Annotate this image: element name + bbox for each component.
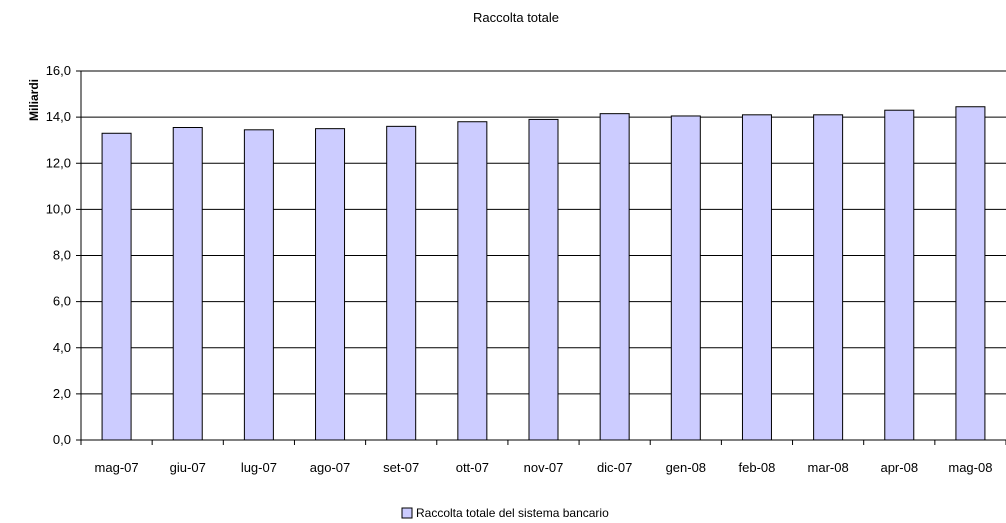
y-axis-ticks: 0,0 2,0 4,0 6,0 8,0 10,0 12,0 14,0 16,0 (46, 63, 81, 447)
bar-mag-07 (101, 132, 132, 441)
bar-mag-08 (955, 106, 986, 441)
x-tick-label: nov-07 (524, 460, 564, 475)
y-tick-label: 6,0 (53, 294, 71, 309)
bar-nov-07 (528, 118, 559, 441)
legend-swatch (401, 507, 413, 519)
bar-giu-07 (172, 127, 203, 441)
bar-apr-08 (884, 109, 915, 441)
bar-dic-07 (599, 113, 630, 441)
bar-lug-07 (243, 129, 274, 441)
y-axis-label: Miliardi (27, 79, 41, 121)
x-tick-label: set-07 (383, 460, 419, 475)
x-tick-label: gen-08 (666, 460, 706, 475)
axes (80, 71, 1006, 441)
bar-ago-07 (315, 128, 346, 441)
legend-label: Raccolta totale del sistema bancario (416, 506, 609, 520)
x-tick-label: giu-07 (170, 460, 206, 475)
y-tick-label: 8,0 (53, 248, 71, 263)
x-tick-label: mag-08 (948, 460, 992, 475)
bar-mar-08 (813, 114, 844, 441)
x-tick-label: mar-08 (808, 460, 849, 475)
y-tick-label: 2,0 (53, 386, 71, 401)
x-tick-label: feb-08 (739, 460, 776, 475)
bar-feb-08 (741, 114, 772, 441)
x-tick-label: ago-07 (310, 460, 350, 475)
x-tick-label: lug-07 (241, 460, 277, 475)
y-tick-label: 14,0 (46, 109, 71, 124)
y-tick-label: 16,0 (46, 63, 71, 78)
x-tick-label: ott-07 (456, 460, 489, 475)
y-tick-label: 10,0 (46, 201, 71, 216)
bar-set-07 (386, 125, 417, 441)
legend: Raccolta totale del sistema bancario (401, 506, 609, 520)
x-tick-label: mag-07 (95, 460, 139, 475)
y-tick-label: 12,0 (46, 155, 71, 170)
y-tick-label: 0,0 (53, 432, 71, 447)
bar-ott-07 (457, 121, 488, 441)
y-tick-label: 4,0 (53, 340, 71, 355)
x-tick-label: apr-08 (880, 460, 918, 475)
chart-title: Raccolta totale (473, 10, 559, 25)
bar-gen-08 (670, 115, 701, 441)
x-tick-label: dic-07 (597, 460, 632, 475)
bars (101, 106, 986, 441)
x-axis-ticks: mag-07 giu-07 lug-07 ago-07 set-07 ott-07 nov-… (80, 440, 1006, 475)
